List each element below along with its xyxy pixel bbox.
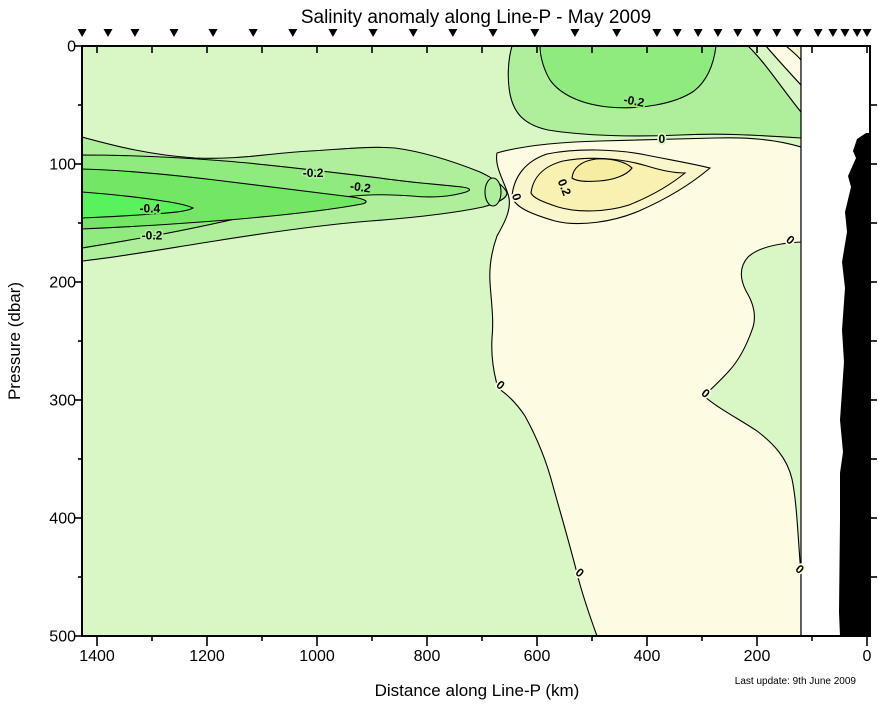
contour-label: -0.4: [139, 201, 160, 215]
last-update-note: Last update: 9th June 2009: [735, 676, 857, 687]
station-marker-triangle: [693, 29, 703, 37]
station-marker-triangle: [368, 29, 378, 37]
station-marker-triangle: [288, 29, 298, 37]
y-axis-tick-label: 100: [49, 157, 76, 174]
station-marker-triangle: [813, 29, 823, 37]
contour-label: 0: [659, 132, 666, 146]
station-marker-triangle: [772, 29, 782, 37]
station-marker-triangle: [103, 29, 113, 37]
contour-pocket-neg01: [484, 177, 502, 207]
x-axis-tick-label: 400: [634, 648, 661, 665]
x-axis-tick-label: 0: [863, 648, 872, 665]
station-marker-triangle: [672, 29, 682, 37]
contour-band-pos02: [530, 157, 687, 212]
bathymetry-mask: [839, 133, 870, 636]
y-axis-tick-label: 300: [49, 393, 76, 410]
y-axis-tick-label: 400: [49, 511, 76, 528]
contour-label: -0.2: [349, 179, 372, 196]
contour-label: -0.2: [623, 92, 646, 109]
station-marker-triangle: [652, 29, 662, 37]
station-marker-triangle: [852, 29, 862, 37]
station-marker-triangle: [488, 29, 498, 37]
y-axis-title: Pressure (dbar): [5, 282, 24, 400]
station-marker-triangle: [130, 29, 140, 37]
station-marker-triangle: [862, 29, 872, 37]
station-marker-triangle: [408, 29, 418, 37]
x-axis-tick-label: 800: [414, 648, 441, 665]
station-marker-triangle: [713, 29, 723, 37]
x-axis-tick-label: 1400: [79, 648, 115, 665]
x-axis-tick-label: 1200: [189, 648, 225, 665]
y-axis-tick-label: 200: [49, 275, 76, 292]
x-axis-tick-label: 1000: [299, 648, 335, 665]
contour-field: [82, 46, 801, 636]
station-marker-triangle: [733, 29, 743, 37]
x-axis-tick-label: 200: [744, 648, 771, 665]
contour-label: -0.2: [142, 229, 163, 243]
contour-band-pos03: [571, 158, 633, 182]
station-marker-triangle: [169, 29, 179, 37]
generated-axes: 1400 1200 1000 800 600 400 200 0 0 100 200 300 400 50…: [49, 29, 877, 665]
corner-band-pos01: [785, 46, 801, 61]
station-marker-triangle: [530, 29, 540, 37]
x-axis-tick-label: 600: [524, 648, 551, 665]
station-marker-triangle: [248, 29, 258, 37]
y-axis-tick-label: 0: [67, 39, 76, 56]
station-marker-triangle: [77, 29, 87, 37]
station-marker-triangle: [840, 29, 850, 37]
x-axis-title: Distance along Line-P (km): [375, 681, 580, 700]
y-axis-tick-label: 500: [49, 629, 76, 646]
chart-title: Salinity anomaly along Line-P - May 2009: [301, 7, 651, 28]
contour-band-upper-neg02: [539, 46, 717, 109]
station-marker-triangle: [752, 29, 762, 37]
station-marker-triangle: [828, 29, 838, 37]
station-marker-triangle: [328, 29, 338, 37]
station-marker-triangle: [612, 29, 622, 37]
station-marker-triangle: [208, 29, 218, 37]
contour-band-positive: [489, 137, 801, 636]
station-marker-triangle: [792, 29, 802, 37]
contour-band-left-neg04: [82, 191, 195, 219]
station-marker-triangle: [570, 29, 580, 37]
station-marker-triangle: [448, 29, 458, 37]
contour-label: -0.2: [303, 166, 324, 180]
